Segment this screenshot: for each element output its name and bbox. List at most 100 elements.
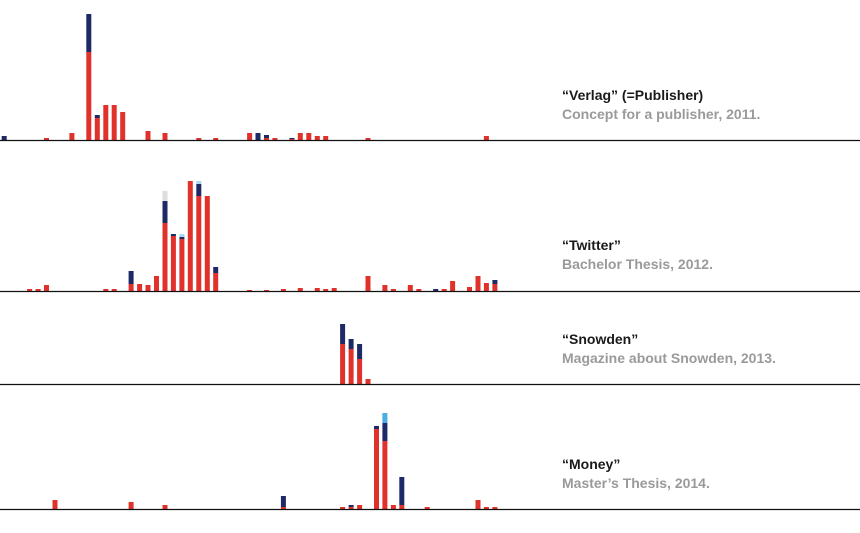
bar-segment-red (424, 507, 430, 509)
bar-segment-red (297, 133, 303, 140)
bar-segment-red (390, 505, 396, 509)
bar-segment-red (162, 505, 168, 509)
bar-segment-red (69, 133, 75, 140)
bar-segment-red (247, 290, 253, 291)
chart-subtitle: Master’s Thesis, 2014. (562, 475, 710, 491)
chart-panel-3 (0, 413, 860, 511)
bar-segment-red (111, 289, 117, 291)
bar-segment-navy (255, 133, 261, 140)
bar-segment-red (357, 505, 363, 509)
bar-segment-red (382, 441, 388, 509)
bar-segment-red (483, 507, 489, 509)
bar-segment-red (280, 289, 286, 291)
bar-segment-red (264, 138, 269, 140)
bar-segment-red (213, 138, 219, 140)
bar-segment-navy (162, 201, 168, 223)
bar-segment-red (365, 138, 371, 140)
bar-segment-navy (264, 135, 269, 138)
chart-subtitle: Bachelor Thesis, 2012. (562, 256, 713, 272)
bar-segment-red (264, 290, 269, 291)
bar-segment-red (483, 283, 489, 291)
chart-panel-1 (0, 181, 860, 293)
bar-segment-red (170, 236, 176, 291)
bar-segment-red (128, 284, 134, 291)
bar-segment-red (111, 105, 117, 140)
bar-segment-red (399, 505, 405, 509)
bar-segment-navy (374, 426, 379, 429)
chart-title: “Twitter” (562, 237, 621, 253)
bar-segment-navy (128, 271, 134, 284)
bar-segment-navy (289, 138, 295, 139)
bar-segment-navy (399, 477, 405, 505)
bar-segment-red (365, 379, 371, 384)
bar-segment-red (280, 507, 286, 509)
bar-segment-navy (340, 324, 346, 344)
bar-segment-pale_blue (196, 181, 202, 184)
bar-segment-red (52, 500, 58, 509)
bar-segment-red (450, 281, 456, 291)
chart-subtitle: Concept for a publisher, 2011. (562, 106, 761, 122)
chart-title: “Money” (562, 456, 621, 472)
chart-subtitle: Magazine about Snowden, 2013. (562, 350, 776, 366)
bar-segment-red (179, 239, 185, 291)
bar-segment-red (331, 288, 337, 291)
bar-segment-navy (213, 267, 219, 273)
caption-money: “Money” Master’s Thesis, 2014. (562, 455, 852, 493)
bar-segment-red (86, 52, 92, 140)
bar-segment-red (272, 138, 278, 140)
bar-segment-red (120, 112, 126, 140)
chart-panel-2 (0, 324, 860, 386)
bar-segment-red (103, 105, 109, 140)
bar-segment-red (44, 285, 49, 291)
bar-segment-red (247, 133, 253, 140)
chart-title: “Snowden” (562, 331, 639, 347)
bar-segment-navy (86, 14, 92, 52)
bar-segment-red (162, 223, 168, 291)
bar-segment-red (365, 276, 371, 291)
bar-segment-red (348, 507, 354, 509)
bar-segment-navy (196, 184, 202, 196)
bar-segment-navy (280, 496, 286, 507)
bar-segment-red (492, 284, 498, 291)
bar-segment-red (475, 500, 481, 509)
bar-segment-navy (348, 505, 354, 507)
bar-segment-red (289, 139, 295, 140)
bar-segment-red (407, 285, 413, 291)
chart-title: “Verlag” (=Publisher) (562, 87, 704, 103)
bar-segment-red (128, 502, 134, 509)
bar-segment-red (314, 136, 320, 140)
bar-segment-navy (94, 115, 100, 118)
caption-twitter: “Twitter” Bachelor Thesis, 2012. (562, 236, 852, 274)
caption-verlag: “Verlag” (=Publisher) Concept for a publ… (562, 86, 852, 124)
bar-segment-red (323, 289, 329, 291)
bar-segment-pale_blue (179, 234, 185, 237)
bar-segment-red (441, 289, 447, 291)
bar-segment-red (483, 136, 489, 140)
bar-segment-red (382, 285, 388, 291)
bar-segment-light_blue (382, 413, 388, 423)
bar-segment-red (306, 133, 312, 140)
bar-segment-red (27, 289, 33, 291)
bar-segment-red (35, 289, 41, 291)
bar-segment-navy (170, 234, 176, 236)
bar-segment-red (196, 138, 202, 140)
bar-segment-red (297, 288, 303, 291)
bar-segment-red (374, 429, 379, 509)
bar-segment-red (357, 359, 363, 384)
bar-segment-red (323, 136, 329, 140)
bar-segment-red (314, 288, 320, 291)
bar-segment-red (467, 287, 472, 291)
bar-segment-light_gray (162, 191, 168, 201)
bar-segment-red (187, 181, 193, 291)
bar-segment-red (196, 196, 202, 291)
bar-segment-red (145, 131, 151, 140)
bar-segment-red (204, 196, 210, 291)
bar-segment-navy (1, 136, 7, 140)
bar-segment-navy (492, 280, 498, 284)
bar-segment-red (44, 138, 49, 140)
bar-segment-red (103, 289, 109, 291)
bar-segment-red (145, 285, 151, 291)
bar-segment-red (162, 133, 168, 140)
bar-segment-navy (382, 423, 388, 441)
